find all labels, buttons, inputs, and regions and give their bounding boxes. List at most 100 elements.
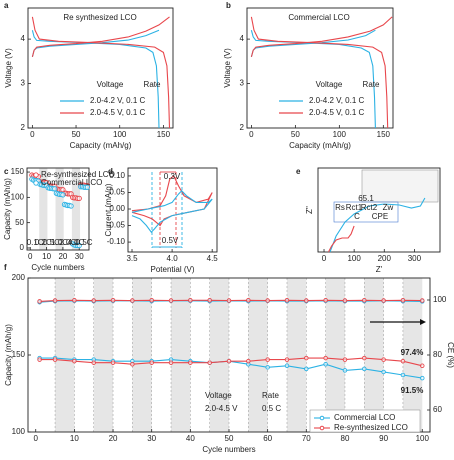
data-point (226, 298, 232, 303)
band (248, 278, 268, 432)
data-point (37, 357, 42, 362)
data-point (265, 357, 270, 362)
annotation: 0.5 C (262, 404, 281, 413)
x-tick-label: 50 (225, 434, 234, 443)
y-tick-label: 4 (21, 34, 26, 43)
data-point (188, 360, 193, 365)
data-point (149, 298, 154, 303)
annotation: Rct2 (361, 203, 378, 212)
legend-header: Rate (363, 80, 380, 89)
y-tick-label: 150 (12, 350, 26, 359)
y-tick-label: 2 (21, 123, 26, 132)
x-tick-label: 50 (72, 130, 81, 139)
rate-label: 2.0C (59, 238, 76, 247)
legend-header: Voltage (316, 80, 343, 89)
x-tick-label: 300 (408, 254, 422, 263)
series-line (329, 197, 426, 253)
y-tick-label: -0.05 (107, 221, 126, 230)
legend-marker (33, 172, 39, 178)
y-tick-label: 100 (11, 192, 25, 201)
x-tick-label: 0 (28, 252, 33, 261)
x-tick-label: 90 (379, 434, 388, 443)
data-point (304, 355, 309, 361)
rate-label: 0.2C (35, 238, 52, 247)
data-point (130, 298, 135, 303)
panel-letter: a (4, 1, 9, 10)
x-tick-label: 30 (75, 252, 84, 261)
data-point (72, 298, 77, 303)
legend-box (309, 409, 421, 433)
y-tick-label: 0.05 (109, 188, 125, 197)
x-axis-label: Z' (376, 265, 383, 274)
series-line (250, 16, 393, 58)
legend-label: 2.0-4.5 V, 0.1 C (309, 108, 365, 117)
data-point (420, 298, 425, 303)
y-tick-label: 50 (15, 218, 24, 227)
x-tick-label: 100 (333, 130, 347, 139)
data-point (188, 298, 193, 303)
y-tick-label: 0.10 (109, 171, 125, 180)
plot-frame (26, 167, 90, 251)
annotation: Voltage (205, 391, 232, 400)
y-tick-label: 200 (12, 273, 26, 282)
legend-label: 2.0-4.2 V, 0.1 C (309, 96, 365, 105)
band (93, 278, 114, 432)
annotation: C (354, 212, 360, 221)
data-point (246, 358, 251, 364)
data-point (284, 298, 290, 303)
data-point (91, 360, 96, 365)
legend-label: Re-synthesized LCO (334, 423, 408, 432)
data-point (130, 361, 135, 367)
rate-label: 0.5C (76, 238, 93, 247)
annotation: 0.3V (164, 172, 181, 181)
y-tick-label: 0.00 (109, 204, 125, 213)
x-tick-label: 0 (30, 130, 35, 139)
y-tick-label: 2 (240, 123, 245, 132)
panel-letter: e (296, 167, 301, 176)
annotation: CPE (372, 212, 388, 221)
data-point (284, 363, 290, 369)
x-tick-label: 10 (70, 434, 79, 443)
rate-label: 1.0C (51, 238, 68, 247)
x-tick-label: 0 (34, 434, 39, 443)
band (171, 278, 191, 432)
inset (361, 169, 439, 203)
data-point (149, 360, 154, 365)
data-point (37, 299, 42, 304)
x-tick-label: 60 (263, 434, 272, 443)
panel-title: Commercial LCO (288, 13, 349, 22)
x-axis-label: Cycle numbers (31, 263, 84, 272)
x-tick-label: 100 (347, 254, 361, 263)
band (325, 278, 345, 432)
y-axis-label: Z'' (305, 206, 314, 214)
data-point (72, 358, 77, 364)
x-tick-label: 4.0 (167, 254, 179, 263)
band (402, 278, 423, 432)
plot-frame (27, 7, 174, 129)
x-tick-label: 50 (291, 130, 300, 139)
x-tick-label: 20 (109, 434, 118, 443)
data-point (284, 357, 290, 362)
x-tick-label: 70 (302, 434, 311, 443)
data-point (342, 357, 348, 362)
annotation: 0.5V (162, 236, 179, 245)
data-point (342, 368, 348, 373)
data-point (381, 298, 386, 303)
data-point (52, 298, 58, 303)
y-axis-label: Voltage (V) (4, 48, 13, 88)
x-axis-label: Capacity (mAh/g) (70, 141, 132, 150)
legend-label: Commercial LCO (334, 413, 395, 422)
data-point (207, 360, 212, 365)
x-tick-label: 100 (416, 434, 430, 443)
y-axis-label: Capacity (mAh/g) (4, 324, 13, 386)
data-point (60, 192, 66, 198)
data-point (84, 184, 91, 190)
x-tick-label: 200 (378, 254, 392, 263)
data-point (91, 298, 96, 303)
annotation: Rct1 (346, 203, 363, 212)
data-point (323, 361, 328, 367)
x-axis-label: Potential (V) (150, 265, 194, 274)
data-point (110, 298, 116, 303)
x-tick-label: 4.5 (207, 254, 219, 263)
